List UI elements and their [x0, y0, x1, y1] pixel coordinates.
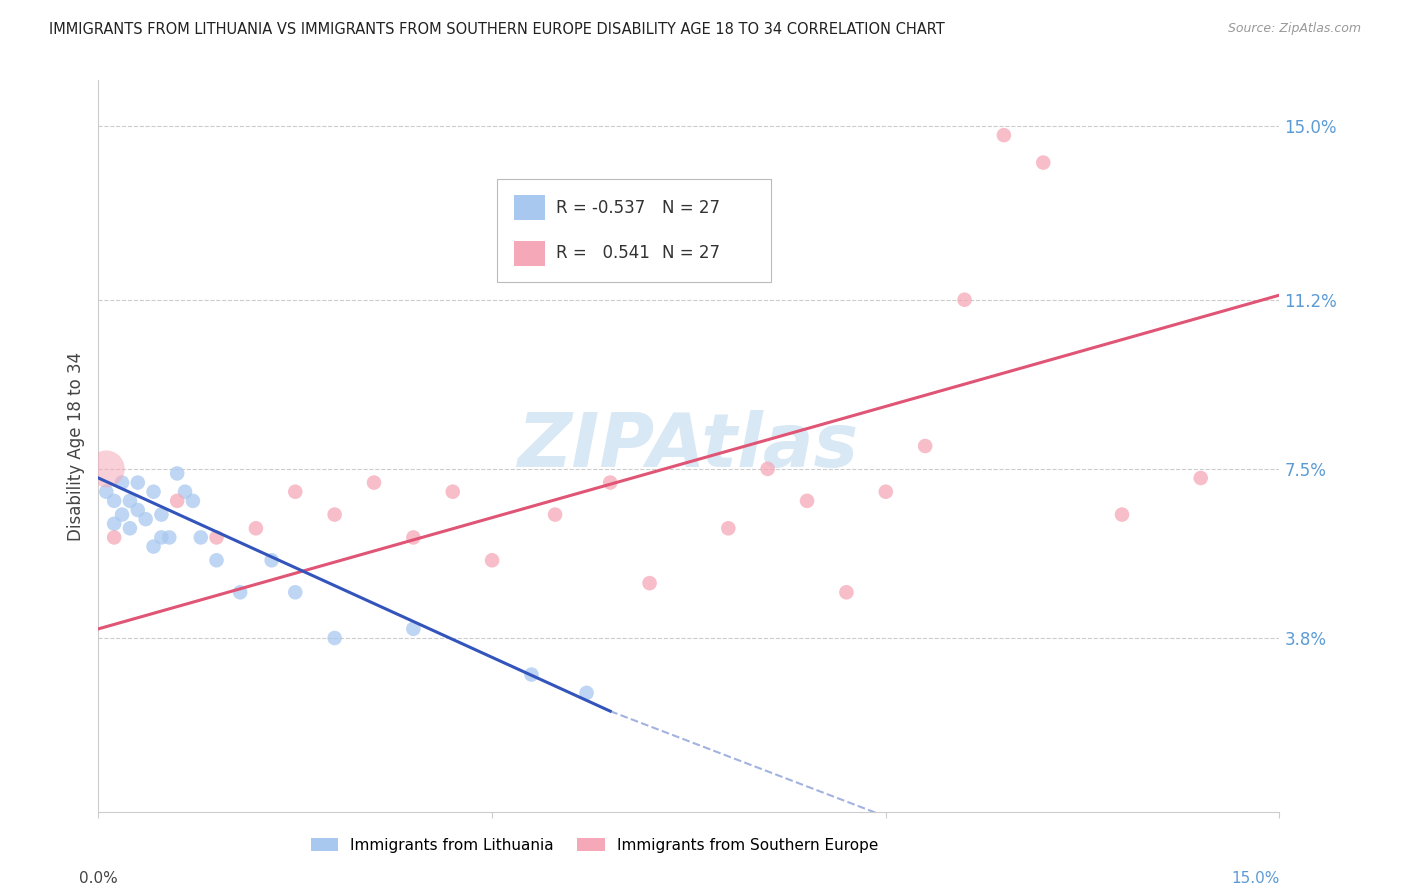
Point	[575, 686, 598, 700]
Point	[118, 521, 141, 535]
Point	[166, 494, 188, 508]
Point	[599, 475, 621, 490]
Point	[190, 530, 212, 544]
Text: 0.0%: 0.0%	[79, 871, 118, 886]
Point	[284, 484, 307, 499]
Point	[717, 521, 740, 535]
Point	[260, 553, 283, 567]
Point	[174, 484, 197, 499]
Text: IMMIGRANTS FROM LITHUANIA VS IMMIGRANTS FROM SOUTHERN EUROPE DISABILITY AGE 18 T: IMMIGRANTS FROM LITHUANIA VS IMMIGRANTS …	[49, 22, 945, 37]
Point	[142, 540, 165, 554]
Point	[1111, 508, 1133, 522]
Point	[229, 585, 252, 599]
Point	[914, 439, 936, 453]
Point	[96, 484, 118, 499]
Point	[166, 467, 188, 481]
Point	[323, 631, 346, 645]
Point	[103, 494, 125, 508]
Point	[402, 622, 425, 636]
Point	[835, 585, 858, 599]
Point	[157, 530, 180, 544]
Point	[96, 462, 118, 476]
Point	[150, 508, 173, 522]
Text: N = 27: N = 27	[662, 244, 720, 262]
Point	[796, 494, 818, 508]
Point	[323, 508, 346, 522]
Point	[520, 667, 543, 681]
Point	[993, 128, 1015, 143]
Point	[875, 484, 897, 499]
Point	[205, 530, 228, 544]
Point	[284, 585, 307, 599]
Point	[103, 516, 125, 531]
Point	[1189, 471, 1212, 485]
Text: N = 27: N = 27	[662, 199, 720, 217]
Point	[118, 494, 141, 508]
Point	[103, 530, 125, 544]
Point	[181, 494, 204, 508]
Point	[135, 512, 157, 526]
Text: ZIPAtlas: ZIPAtlas	[519, 409, 859, 483]
Text: 15.0%: 15.0%	[1232, 871, 1279, 886]
Point	[402, 530, 425, 544]
Text: R = -0.537: R = -0.537	[557, 199, 645, 217]
Point	[245, 521, 267, 535]
Point	[363, 475, 385, 490]
Y-axis label: Disability Age 18 to 34: Disability Age 18 to 34	[66, 351, 84, 541]
Point	[441, 484, 464, 499]
Point	[111, 508, 134, 522]
Point	[1032, 155, 1054, 169]
Text: Source: ZipAtlas.com: Source: ZipAtlas.com	[1227, 22, 1361, 36]
Point	[638, 576, 661, 591]
Point	[205, 553, 228, 567]
Point	[756, 462, 779, 476]
Text: R =   0.541: R = 0.541	[557, 244, 650, 262]
Point	[953, 293, 976, 307]
Point	[544, 508, 567, 522]
Point	[481, 553, 503, 567]
Point	[127, 475, 149, 490]
Legend: Immigrants from Lithuania, Immigrants from Southern Europe: Immigrants from Lithuania, Immigrants fr…	[305, 831, 884, 859]
Point	[111, 475, 134, 490]
Point	[142, 484, 165, 499]
Point	[150, 530, 173, 544]
Point	[127, 503, 149, 517]
